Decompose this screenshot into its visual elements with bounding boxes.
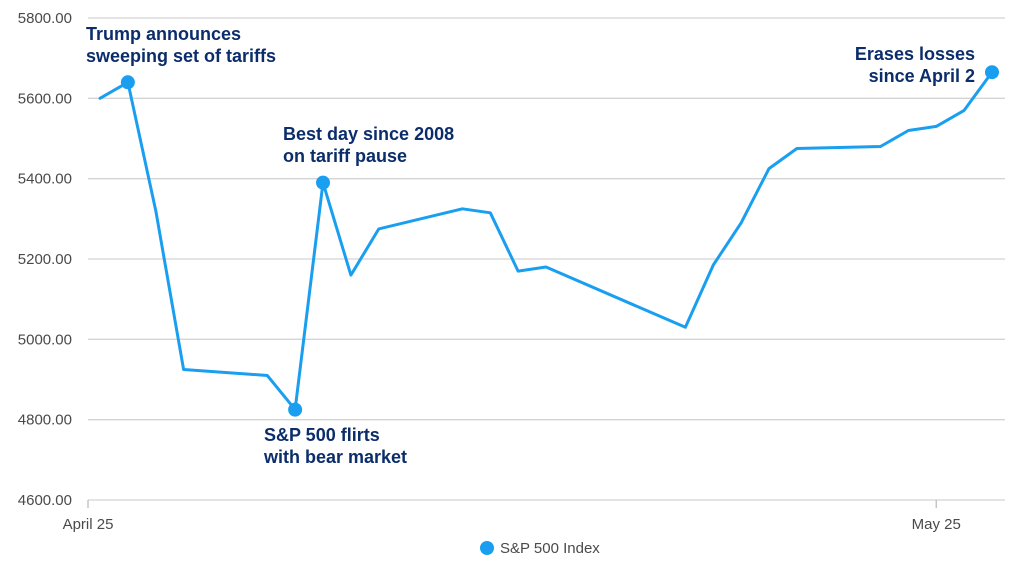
gridlines: [88, 17, 1005, 501]
legend-swatch: [480, 541, 494, 555]
legend: S&P 500 Index: [480, 540, 600, 557]
annotation-markers: [120, 65, 999, 417]
annotation-label: since April 2: [869, 66, 975, 86]
annotation-label: Erases losses: [855, 44, 975, 64]
annotation-point: [985, 65, 999, 80]
x-tick-label: April 25: [63, 516, 114, 533]
x-axis: April 25 May 25: [63, 500, 961, 533]
y-tick-label: 5800.00: [18, 10, 72, 27]
annotation-label: S&P 500 flirts: [264, 425, 380, 445]
y-tick-label: 4800.00: [18, 412, 72, 429]
annotation-label: Best day since 2008: [283, 124, 454, 144]
series-line-sp500: [98, 70, 994, 412]
annotation-label: Trump announces: [86, 24, 241, 44]
annotation-point: [288, 402, 303, 417]
annotation-label: on tariff pause: [283, 146, 407, 166]
annotation-label: with bear market: [263, 447, 407, 467]
x-tick-label: May 25: [912, 516, 961, 533]
annotation-label: sweeping set of tariffs: [86, 46, 276, 66]
y-tick-label: 5600.00: [18, 90, 72, 107]
series-group: [98, 70, 994, 412]
y-tick-label: 5200.00: [18, 251, 72, 268]
y-axis: 5800.00 5600.00 5400.00 5200.00 5000.00 4800.…: [18, 10, 72, 509]
annotation-point: [316, 175, 330, 190]
y-tick-label: 4600.00: [18, 492, 72, 509]
legend-label: S&P 500 Index: [500, 540, 600, 557]
y-tick-label: 5400.00: [18, 171, 72, 188]
annotation-point: [120, 75, 135, 90]
y-tick-label: 5000.00: [18, 331, 72, 348]
